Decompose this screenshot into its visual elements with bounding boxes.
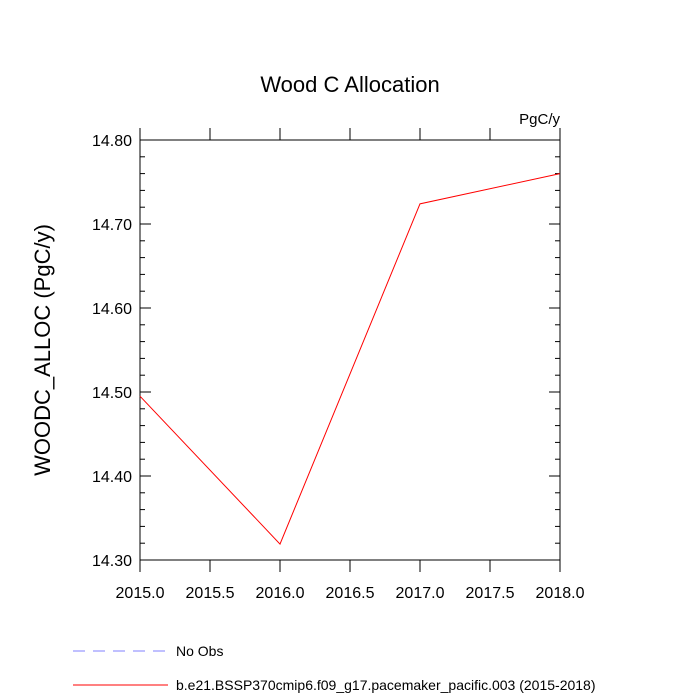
x-tick-label: 2015.0 xyxy=(116,585,165,602)
series-line xyxy=(139,173,561,545)
y-tick-label: 14.50 xyxy=(92,385,132,402)
legend-label: No Obs xyxy=(176,643,223,659)
y-tick-label: 14.30 xyxy=(92,553,132,570)
plot-frame xyxy=(139,139,561,561)
units-label: PgC/y xyxy=(519,111,560,128)
legend-label: b.e21.BSSP370cmip6.f09_g17.pacemaker_pac… xyxy=(176,677,596,693)
legend: No Obs b.e21.BSSP370cmip6.f09_g17.pacemak… xyxy=(73,643,596,693)
y-tick-label: 14.40 xyxy=(92,469,132,486)
chart-title: Wood C Allocation xyxy=(260,72,439,97)
x-tick-label: 2016.5 xyxy=(326,585,375,602)
y-ticks: 14.30 14.40 14.50 14.60 14.70 14.80 xyxy=(92,133,560,570)
x-tick-label: 2017.5 xyxy=(466,585,515,602)
series-layer xyxy=(139,173,561,545)
y-tick-label: 14.60 xyxy=(92,301,132,318)
x-tick-label: 2016.0 xyxy=(256,585,305,602)
x-tick-label: 2017.0 xyxy=(396,585,445,602)
y-minor-ticks xyxy=(140,156,560,544)
y-tick-label: 14.80 xyxy=(92,133,132,150)
x-tick-label: 2018.0 xyxy=(536,585,585,602)
y-axis-label: WOODC_ALLOC (PgC/y) xyxy=(30,224,55,476)
x-tick-label: 2015.5 xyxy=(186,585,235,602)
x-ticks: 2015.0 2015.5 2016.0 2016.5 2017.0 2017.5 2018… xyxy=(116,128,585,602)
y-tick-label: 14.70 xyxy=(92,217,132,234)
